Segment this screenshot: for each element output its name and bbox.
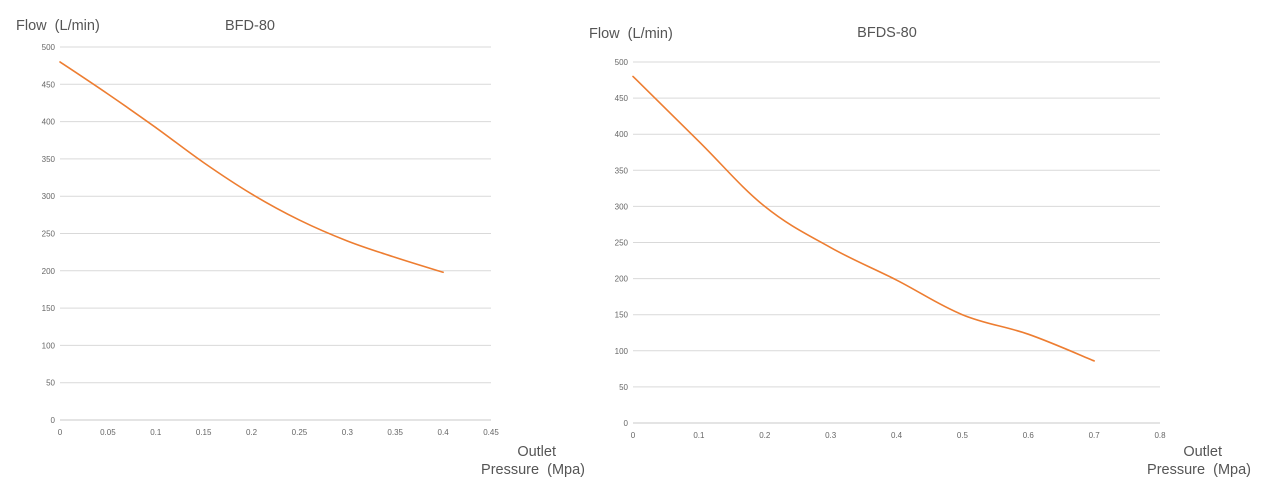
x-tick-label: 0 [631,431,636,440]
x-tick-label: 0.5 [957,431,969,440]
y-tick-label: 500 [42,43,56,52]
y-axis-title: Flow (L/min) [16,18,100,34]
y-tick-label: 50 [46,379,55,388]
y-tick-label: 0 [51,416,56,425]
y-tick-label: 100 [615,347,629,356]
y-tick-label: 150 [615,311,629,320]
y-tick-label: 350 [615,166,629,175]
y-tick-label: 250 [615,239,629,248]
y-tick-label: 400 [42,118,56,127]
x-tick-label: 0.2 [759,431,771,440]
y-tick-label: 100 [42,341,56,350]
x-tick-label: 0.8 [1154,431,1166,440]
y-tick-label: 200 [615,275,629,284]
x-tick-label: 0.15 [196,428,212,437]
x-tick-label: 0.1 [693,431,705,440]
x-tick-label: 0 [58,428,63,437]
plot-area: 0 50 100 150 200 250 300 350 400 450 500 0 0.05 0.1 0.… [42,43,500,437]
chart-bfds-80: BFDS-80 Flow (L/min) Outlet Pressure (Mp… [589,25,1251,478]
series-line [59,61,444,274]
x-tick-label: 0.05 [100,428,116,437]
y-tick-label: 250 [42,230,56,239]
y-tick-label: 400 [615,130,629,139]
y-tick-label: 300 [42,192,56,201]
y-tick-label: 150 [42,304,56,313]
chart-title: BFD-80 [225,18,275,34]
x-tick-label: 0.1 [150,428,162,437]
x-axis-title-line-1: Outlet [1183,444,1222,460]
x-tick-label: 0.7 [1089,431,1101,440]
y-axis-title: Flow (L/min) [589,26,673,42]
x-axis-title-line-1: Outlet [517,444,556,460]
y-tick-label: 500 [615,58,629,67]
series-line [632,75,1095,362]
plot-area: 0 50 100 150 200 250 300 350 400 450 500 0 0.1 0.2 0.3… [615,58,1166,440]
x-axis-title-line-2: Pressure (Mpa) [481,462,585,478]
y-tick-label: 300 [615,202,629,211]
x-axis-title-line-2: Pressure (Mpa) [1147,462,1251,478]
chart-title: BFDS-80 [857,25,917,41]
x-tick-label: 0.3 [825,431,837,440]
x-tick-label: 0.45 [483,428,499,437]
y-tick-label: 450 [42,80,56,89]
x-tick-label: 0.35 [387,428,403,437]
x-tick-label: 0.4 [891,431,903,440]
chart-bfd-80: BFD-80 Flow (L/min) Outlet Pressure (Mpa… [16,18,585,478]
y-tick-label: 450 [615,94,629,103]
x-tick-label: 0.4 [438,428,450,437]
x-tick-label: 0.2 [246,428,258,437]
x-tick-label: 0.6 [1023,431,1035,440]
y-tick-label: 0 [624,419,629,428]
y-tick-label: 350 [42,155,56,164]
x-tick-label: 0.25 [292,428,308,437]
x-tick-label: 0.3 [342,428,354,437]
y-tick-label: 200 [42,267,56,276]
y-tick-label: 50 [619,383,628,392]
